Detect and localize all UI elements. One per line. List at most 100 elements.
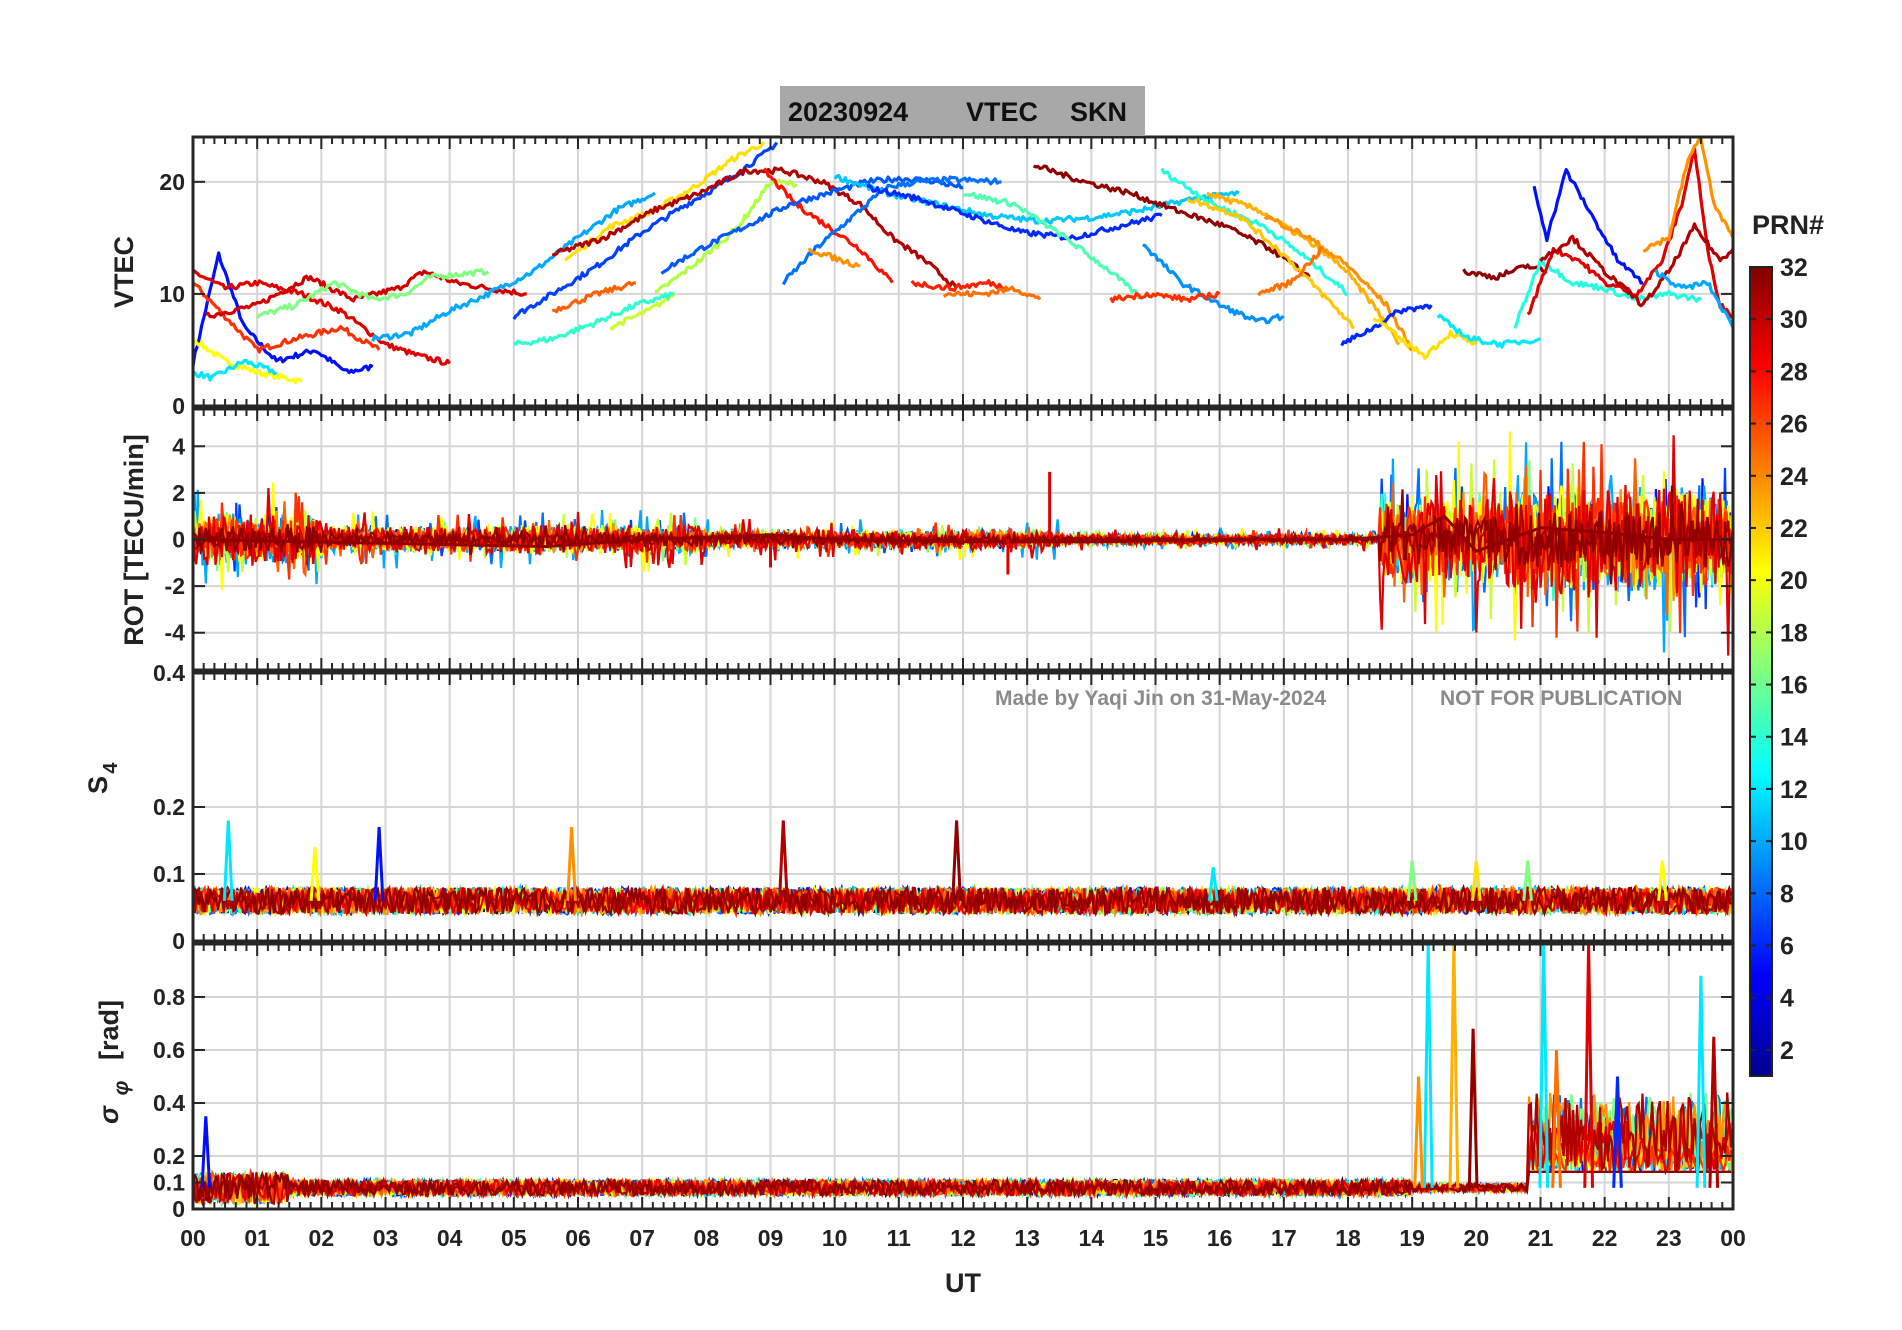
x-tick-label: 14: [1079, 1225, 1105, 1251]
vtec-series-prn-23: [1642, 137, 1733, 253]
x-tick-label: 20: [1464, 1225, 1490, 1251]
watermark-notice: NOT FOR PUBLICATION: [1440, 687, 1682, 710]
colorbar-tick-label: 20: [1780, 567, 1808, 595]
colorbar-tick-label: 24: [1780, 463, 1808, 491]
x-tick-label: 06: [565, 1225, 591, 1251]
s4-spike: [1207, 867, 1219, 901]
x-tick-label: 22: [1592, 1225, 1618, 1251]
vtec-series-prn-4: [193, 251, 374, 375]
sigma_phi-spike: [1612, 1076, 1623, 1188]
colorbar-tick-label: 6: [1780, 933, 1794, 961]
y-tick-label: 0.2: [153, 794, 185, 820]
sigma_phi-spike: [1467, 1028, 1479, 1188]
axes: -4 -2 0 2 4: [165, 407, 1735, 672]
vtec-series-prn-19: [193, 339, 304, 385]
rot-noise-trace: [193, 485, 1733, 585]
y-tick-label: 0.4: [153, 1090, 185, 1116]
vtec-series-prn-32: [1032, 164, 1311, 279]
vtec-panel: 0 10 20: [159, 135, 1735, 419]
sigma_phi-spike: [1551, 1049, 1562, 1188]
sigma_phi-spike: [1448, 944, 1460, 1188]
vtec-series-prn-28: [763, 167, 894, 284]
sigma-phi-ylabel: σ φ [rad]: [94, 1000, 133, 1124]
rot-ylabel: ROT [TECU/min]: [119, 434, 149, 645]
vtec-series-prn-12: [1436, 313, 1542, 349]
vtec-series-prn-20: [564, 141, 766, 262]
x-tick-label: 11: [887, 1225, 912, 1251]
x-tick-label: 04: [437, 1225, 463, 1251]
vtec-series-prn-26: [193, 281, 381, 354]
vtec-series-prn-5: [866, 184, 1163, 241]
rot-series-prn-31: [193, 514, 1733, 553]
x-tick-label: 21: [1528, 1225, 1554, 1251]
sigma_phi-spike: [1583, 944, 1594, 1188]
colorbar-tick-label: 18: [1780, 619, 1808, 647]
y-tick-label: 0.1: [153, 1170, 185, 1196]
y-tick-label: 0: [172, 1196, 185, 1222]
vtec-series-prn-8: [781, 175, 1002, 286]
s4-ylabel: S 4: [83, 762, 122, 794]
series-group: [193, 820, 1733, 919]
s4-spike: [309, 847, 321, 901]
x-tick-label: 15: [1143, 1225, 1169, 1251]
vtec-series-prn-5: [1340, 303, 1433, 347]
colorbar-tick-label: 16: [1780, 672, 1808, 700]
x-tick-label: 02: [309, 1225, 335, 1251]
vtec-series-prn-12: [193, 358, 278, 382]
colorbar-gradient: [1749, 266, 1773, 1077]
x-tick-label: 03: [373, 1225, 399, 1251]
svg-text:σ: σ: [94, 1105, 124, 1124]
y-tick-label: 0.8: [153, 984, 185, 1010]
svg-text:4: 4: [100, 762, 122, 774]
s4-spike: [1406, 860, 1418, 901]
s4-spike: [566, 827, 577, 901]
x-tick-label: 19: [1399, 1225, 1425, 1251]
x-tick-label: 16: [1207, 1225, 1233, 1251]
colorbar-tick-label: 12: [1780, 776, 1808, 804]
axes: 00.10.2 0.4 0.6 0.8: [153, 942, 1735, 1222]
series-group: [193, 944, 1733, 1208]
colorbar-tick-label: 14: [1780, 724, 1808, 752]
y-tick-label: 2: [172, 480, 185, 506]
colorbar-tick-label: 2: [1780, 1037, 1794, 1065]
x-tick-label: 01: [244, 1225, 270, 1251]
vtec-series-prn-14: [512, 291, 675, 347]
vtec-series-prn-26: [1109, 290, 1221, 304]
y-tick-label: 10: [159, 281, 185, 307]
colorbar-tick-label: 30: [1780, 306, 1808, 334]
s4-noise-trace: [193, 883, 1733, 918]
y-tick-label: 0: [172, 928, 185, 954]
x-tick-label: 09: [758, 1225, 784, 1251]
vtec-series-prn-18: [609, 292, 676, 331]
colorbar-tick-label: 26: [1780, 411, 1808, 439]
vtec-series-prn-23: [1263, 214, 1414, 352]
x-tick-label: 23: [1656, 1225, 1682, 1251]
vtec-series-prn-32: [1462, 263, 1548, 281]
y-tick-label: 0.2: [153, 1143, 185, 1169]
sigma_phi-spike: [1538, 944, 1550, 1188]
s4-spike: [778, 820, 789, 901]
vtec-series-prn-13: [1160, 167, 1349, 296]
title-station: SKN: [1070, 97, 1127, 127]
x-tick-label: 00: [180, 1225, 206, 1251]
vtec-series-prn-25: [552, 280, 637, 314]
y-tick-label: 4: [172, 433, 185, 459]
svg-text:S: S: [83, 776, 113, 794]
y-tick-label: -4: [165, 620, 186, 646]
axes: 0 0.1 0.2 0.4: [153, 660, 1735, 954]
vtec-series-prn-11: [833, 173, 1240, 226]
s4-spike: [951, 820, 962, 901]
colorbar-tick-label: 4: [1780, 985, 1794, 1013]
y-tick-label: -2: [165, 573, 185, 599]
s4-spike: [222, 820, 234, 901]
vtec-series-prn-7: [660, 175, 964, 275]
colorbar-tick-label: 10: [1780, 828, 1808, 856]
title-box: 20230924 VTEC SKN: [780, 86, 1145, 136]
colorbar-tick-label: 28: [1780, 358, 1808, 386]
vtec-series-prn-20: [1372, 317, 1478, 360]
s4-spike: [373, 827, 385, 901]
watermark-author: Made by Yaqi Jin on 31-May-2024: [995, 687, 1326, 710]
y-tick-label: 0.1: [153, 861, 185, 887]
